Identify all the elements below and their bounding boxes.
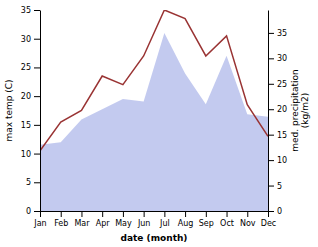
tick: Sep <box>199 211 214 228</box>
tick-mark <box>34 211 40 212</box>
tick: 5 <box>268 182 282 191</box>
tick-mark <box>268 211 274 212</box>
tick-mark <box>40 211 41 217</box>
tick: Mar <box>74 211 90 228</box>
tick: 25 <box>21 63 40 72</box>
tick-mark <box>61 211 62 217</box>
tick: Feb <box>54 211 68 228</box>
tick-label: 20 <box>21 92 31 101</box>
tick-mark <box>164 211 165 217</box>
tick: Dec <box>261 211 276 228</box>
tick: 20 <box>21 92 40 101</box>
tick-label: 5 <box>26 178 31 187</box>
tick: 20 <box>268 105 287 114</box>
tick-label: Apr <box>96 219 111 228</box>
tick-mark <box>34 125 40 126</box>
tick-mark <box>268 84 274 85</box>
tick-label: 30 <box>21 35 31 44</box>
tick-mark <box>268 58 274 59</box>
tick-mark <box>34 96 40 97</box>
x-axis: Jan Feb Mar Apr May Jun Jul Aug Sep Oct Nov Dec <box>33 211 276 228</box>
y2-axis-title-line: (kg/m2) <box>300 93 310 128</box>
plot-area <box>40 10 268 211</box>
axis-line <box>268 11 269 212</box>
tick-mark <box>123 211 124 217</box>
tick: Jan <box>33 211 46 228</box>
tick: May <box>115 211 132 228</box>
y2-axis: 0 5 10 15 20 25 30 35 <box>268 11 287 217</box>
tick-label: Aug <box>178 219 194 228</box>
tick-label: Feb <box>54 219 68 228</box>
tick: 25 <box>268 80 287 89</box>
tick: Apr <box>96 211 111 228</box>
tick-mark <box>102 211 103 217</box>
tick-mark <box>247 211 248 217</box>
tick-mark <box>34 10 40 11</box>
plot-root: JanFebMarAprMayJunJulAugSepOctNovDec0510… <box>4 6 310 243</box>
tick-mark <box>268 109 274 110</box>
tick-mark <box>206 211 207 217</box>
tick: Nov <box>240 211 256 228</box>
tick-mark <box>185 211 186 217</box>
tick-label: Dec <box>261 219 276 228</box>
tick: Aug <box>178 211 194 228</box>
tick: 15 <box>21 121 40 130</box>
tick-label: 0 <box>277 207 282 216</box>
tick-mark <box>227 211 228 217</box>
tick-mark <box>268 135 274 136</box>
tick: 30 <box>21 35 40 44</box>
tick-label: 0 <box>26 207 31 216</box>
tick: Oct <box>220 211 234 228</box>
tick: 0 <box>268 207 282 216</box>
y2-axis-title: med. precipitation(kg/m2) <box>290 69 310 151</box>
tick-label: 10 <box>21 150 31 159</box>
axis-line <box>40 11 41 212</box>
tick: 10 <box>21 150 40 159</box>
temp-line <box>40 10 268 151</box>
tick-label: Jun <box>137 219 151 228</box>
tick-label: Sep <box>199 219 214 228</box>
tick: 10 <box>268 156 287 165</box>
tick: Jul <box>159 211 170 228</box>
chart: JanFebMarAprMayJunJulAugSepOctNovDec0510… <box>0 0 318 247</box>
tick-mark <box>268 186 274 187</box>
x-axis-title: date (month) <box>121 233 188 243</box>
tick: 35 <box>21 6 40 15</box>
tick: 15 <box>268 131 287 140</box>
tick-mark <box>34 154 40 155</box>
tick-mark <box>268 33 274 34</box>
tick: Jun <box>137 211 151 228</box>
tick-mark <box>81 211 82 217</box>
tick-label: 20 <box>277 105 287 114</box>
y2-axis-title-line: med. precipitation <box>290 69 300 151</box>
tick-label: 15 <box>277 131 287 140</box>
tick-label: Jan <box>33 219 46 228</box>
tick-label: 25 <box>21 63 31 72</box>
tick-mark <box>268 160 274 161</box>
tick-label: Mar <box>74 219 90 228</box>
tick-mark <box>34 39 40 40</box>
tick-label: 25 <box>277 80 287 89</box>
y-axis-title: max temp (C) <box>4 79 14 141</box>
tick-label: May <box>115 219 132 228</box>
tick-label: 30 <box>277 54 287 63</box>
tick-label: Jul <box>159 219 170 228</box>
tick-label: Oct <box>220 219 234 228</box>
tick-label: 15 <box>21 121 31 130</box>
tick-label: 35 <box>21 6 31 15</box>
tick-label: 35 <box>277 29 287 38</box>
y-axis: 0 5 10 15 20 25 30 35 <box>21 6 41 216</box>
tick: 5 <box>26 178 40 187</box>
tick-label: Nov <box>240 219 256 228</box>
tick-mark <box>34 182 40 183</box>
tick-mark <box>34 67 40 68</box>
tick: 30 <box>268 54 287 63</box>
tick-mark <box>144 211 145 217</box>
tick-label: 10 <box>277 156 287 165</box>
tick: 0 <box>26 207 40 216</box>
axis-line <box>41 211 269 212</box>
tick: 35 <box>268 29 287 38</box>
tick-label: 5 <box>277 182 282 191</box>
